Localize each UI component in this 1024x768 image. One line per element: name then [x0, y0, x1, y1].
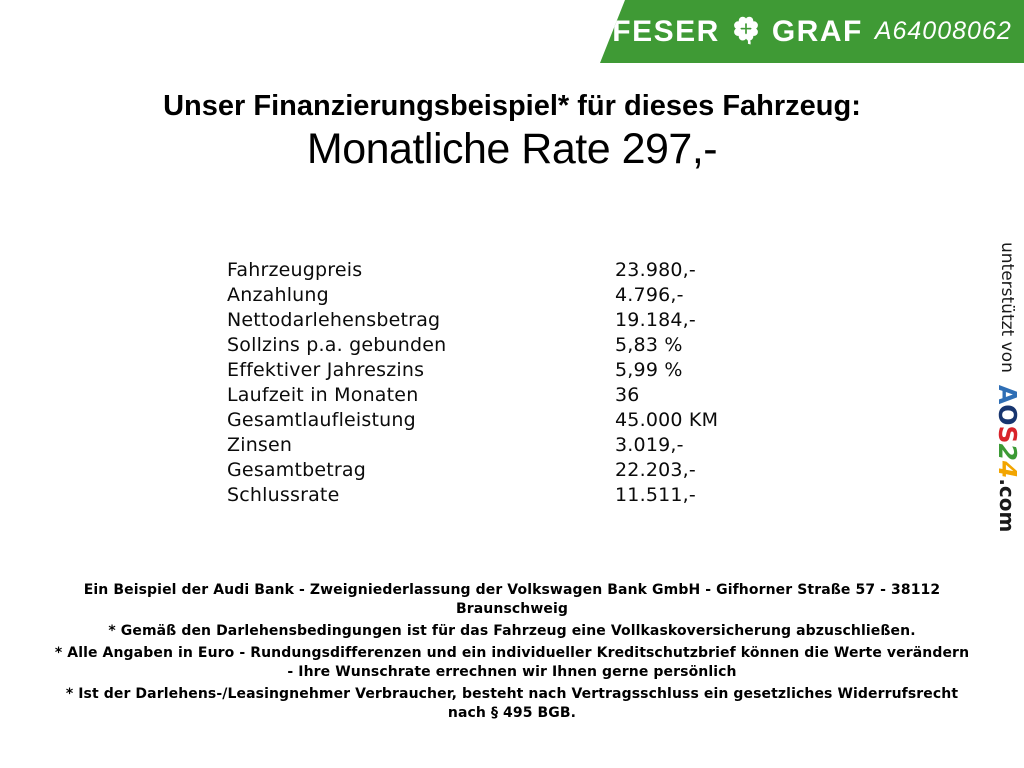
- aos24-domain-suffix: .com: [995, 478, 1019, 533]
- row-value: 4.796,-: [615, 284, 684, 306]
- finance-table: Fahrzeugpreis 23.980,- Anzahlung 4.796,-…: [227, 258, 718, 508]
- row-value: 5,99 %: [615, 359, 683, 381]
- disclaimer-footer: Ein Beispiel der Audi Bank - Zweignieder…: [0, 581, 1024, 726]
- row-value: 45.000 KM: [615, 409, 719, 431]
- row-label: Anzahlung: [227, 284, 329, 306]
- table-row: Zinsen 3.019,-: [227, 433, 718, 458]
- row-value: 19.184,-: [615, 309, 696, 331]
- brand-banner: FESER: [600, 0, 1024, 63]
- disclaimer-line: Ein Beispiel der Audi Bank - Zweignieder…: [83, 582, 941, 598]
- row-value: 23.980,-: [615, 259, 696, 281]
- vehicle-id: A64008062: [874, 17, 1012, 45]
- disclaimer-line: nach § 495 BGB.: [447, 705, 577, 721]
- row-label: Gesamtlaufleistung: [227, 409, 416, 431]
- table-row: Laufzeit in Monaten 36: [227, 383, 718, 408]
- row-label: Sollzins p.a. gebunden: [227, 334, 447, 356]
- monthly-rate-headline: Monatliche Rate 297,-: [306, 125, 718, 173]
- aos24-logo-letter: A: [993, 384, 1022, 405]
- disclaimer-line: Braunschweig: [455, 601, 568, 617]
- row-label: Effektiver Jahreszins: [227, 359, 425, 381]
- row-label: Nettodarlehensbetrag: [227, 309, 441, 331]
- aos24-logo-letter: S: [993, 425, 1022, 444]
- row-value: 36: [615, 384, 640, 406]
- row-label: Zinsen: [227, 434, 293, 456]
- disclaimer-insurance-note: * Gemäß den Darlehensbedingungen ist für…: [0, 622, 1024, 641]
- row-value: 3.019,-: [615, 434, 684, 456]
- aos24-watermark: unterstützt von AOS24.com: [993, 242, 1022, 533]
- disclaimer-line: - Ihre Wunschrate errechnen wir Ihnen ge…: [287, 664, 737, 680]
- table-row: Gesamtlaufleistung 45.000 KM: [227, 408, 718, 433]
- row-value: 5,83 %: [615, 334, 683, 356]
- supported-by-label: unterstützt von: [997, 242, 1017, 373]
- table-row: Fahrzeugpreis 23.980,-: [227, 258, 718, 283]
- table-row: Nettodarlehensbetrag 19.184,-: [227, 308, 718, 333]
- brand-name-feser: FESER: [612, 14, 720, 48]
- table-row: Effektiver Jahreszins 5,99 %: [227, 358, 718, 383]
- row-label: Laufzeit in Monaten: [227, 384, 419, 406]
- row-label: Fahrzeugpreis: [227, 259, 363, 281]
- disclaimer-line: * Ist der Darlehens-/Leasingnehmer Verbr…: [65, 686, 959, 702]
- disclaimer-line: * Alle Angaben in Euro - Rundungsdiffere…: [54, 645, 970, 661]
- aos24-logo-letter: O: [993, 404, 1022, 426]
- four-leaf-clover-icon: [729, 12, 763, 51]
- table-row: Sollzins p.a. gebunden 5,83 %: [227, 333, 718, 358]
- disclaimer-bank-info: Ein Beispiel der Audi Bank - Zweignieder…: [0, 581, 1024, 619]
- row-label: Gesamtbetrag: [227, 459, 367, 481]
- brand-name-graf: GRAF: [771, 14, 863, 48]
- table-row: Gesamtbetrag 22.203,-: [227, 458, 718, 483]
- page-title: Unser Finanzierungsbeispiel* für dieses …: [163, 90, 861, 122]
- disclaimer-line: * Gemäß den Darlehensbedingungen ist für…: [108, 623, 916, 639]
- aos24-logo-letter: 2: [993, 443, 1022, 461]
- row-value: 11.511,-: [615, 484, 696, 506]
- aos24-logo-letter: 4: [993, 460, 1022, 479]
- row-value: 22.203,-: [615, 459, 696, 481]
- table-row: Schlussrate 11.511,-: [227, 483, 718, 508]
- row-label: Schlussrate: [227, 484, 340, 506]
- disclaimer-euro-note: * Alle Angaben in Euro - Rundungsdiffere…: [0, 644, 1024, 682]
- table-row: Anzahlung 4.796,-: [227, 283, 718, 308]
- disclaimer-withdrawal-note: * Ist der Darlehens-/Leasingnehmer Verbr…: [0, 685, 1024, 723]
